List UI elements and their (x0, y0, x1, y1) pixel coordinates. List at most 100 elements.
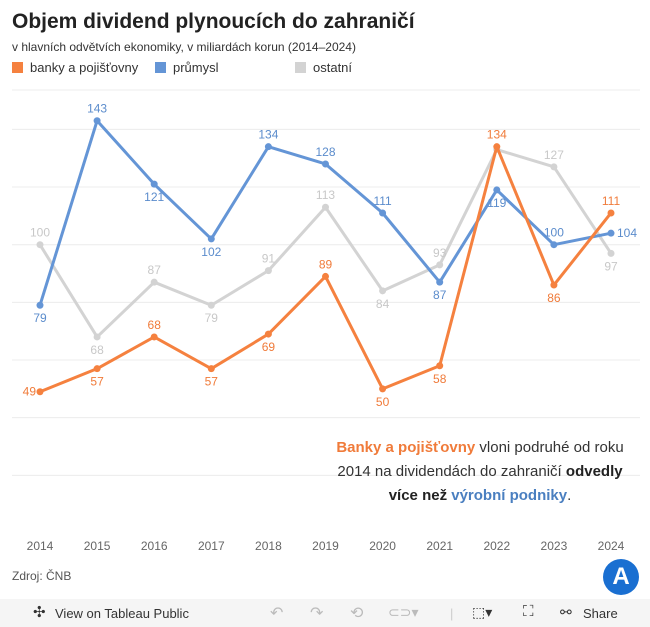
data-label: 134 (487, 128, 507, 142)
source: Zdroj: ČNB (12, 569, 72, 583)
tableau-icon: ✣ (33, 604, 46, 621)
data-label: 50 (376, 395, 390, 409)
brand-logo: A (603, 559, 639, 595)
data-point (264, 267, 272, 275)
data-label: 57 (205, 375, 219, 389)
data-label: 68 (148, 318, 162, 332)
line-chart: 2014 2015 2016 2017 2018 2019 2020 2021 2022 2023… (12, 89, 640, 553)
share-button[interactable]: Share (583, 606, 618, 621)
legend-item-prumysl[interactable]: průmysl (155, 60, 219, 75)
fullscreen-icon[interactable]: ⛶ (523, 603, 534, 620)
data-point (322, 160, 329, 168)
data-label: 121 (144, 190, 164, 204)
x-tick-label: 2016 (141, 539, 168, 553)
data-point (322, 272, 329, 280)
data-point (607, 209, 615, 217)
data-label: 113 (316, 188, 335, 202)
data-label: 119 (487, 196, 506, 210)
view-on-tableau-link[interactable]: View on Tableau Public (55, 606, 189, 621)
data-point (264, 143, 272, 151)
data-label: 128 (315, 145, 335, 159)
data-point (379, 209, 387, 217)
x-tick-label: 2018 (255, 539, 282, 553)
x-tick-label: 2017 (198, 539, 225, 553)
chart-title: Objem dividend plynoucích do zahraničí (12, 10, 415, 33)
data-label: 58 (433, 372, 447, 386)
data-point (436, 362, 444, 370)
data-label: 111 (602, 194, 621, 208)
data-point (207, 365, 215, 373)
data-label: 57 (90, 375, 104, 389)
legend-label: banky a pojišťovny (30, 60, 139, 75)
x-tick-label: 2019 (312, 539, 339, 553)
data-point (93, 333, 101, 341)
data-point (36, 301, 44, 309)
data-point (93, 365, 101, 373)
data-point (264, 330, 272, 338)
data-point (93, 117, 101, 125)
data-point (322, 203, 329, 211)
data-point (550, 241, 558, 249)
redo-icon[interactable]: ↷ (310, 605, 324, 622)
data-label: 68 (90, 343, 104, 357)
data-point (150, 278, 158, 286)
data-point (436, 278, 444, 286)
data-label: 89 (319, 257, 333, 271)
refresh-icon[interactable]: ⊂⊃▾ (388, 604, 419, 620)
legend-label: průmysl (173, 60, 219, 75)
revert-icon[interactable]: ⟲ (350, 605, 364, 622)
annotation: Banky a pojišťovny vloni podruhé od roku… (336, 439, 624, 504)
data-point (493, 186, 501, 194)
data-point (550, 163, 558, 171)
legend-item-ostatni[interactable]: ostatní (295, 60, 352, 75)
x-tick-label: 2023 (541, 539, 568, 553)
data-label: 100 (544, 226, 564, 240)
data-point (550, 281, 558, 289)
data-label: 127 (544, 148, 564, 162)
data-label: 97 (604, 259, 618, 273)
data-label: 69 (262, 340, 276, 354)
divider: | (450, 606, 454, 621)
data-label: 100 (30, 226, 50, 240)
data-label: 111 (373, 194, 392, 208)
series-line (38, 148, 613, 339)
data-label: 87 (433, 288, 447, 302)
x-tick-label: 2024 (598, 539, 625, 553)
data-label: 79 (33, 311, 47, 325)
data-point (607, 249, 615, 257)
x-tick-label: 2020 (369, 539, 396, 553)
legend-label: ostatní (313, 60, 353, 75)
data-point (36, 388, 44, 396)
data-point (607, 229, 615, 237)
data-point (150, 180, 158, 188)
data-point (150, 333, 158, 341)
data-point (207, 301, 215, 309)
x-tick-label: 2022 (483, 539, 510, 553)
data-point (379, 287, 387, 295)
x-tick-label: 2015 (84, 539, 111, 553)
data-label: 91 (262, 252, 276, 266)
data-point (436, 261, 444, 269)
data-point (379, 385, 387, 393)
data-label: 93 (433, 246, 447, 260)
data-label: 87 (148, 263, 162, 277)
x-tick-label: 2021 (426, 539, 453, 553)
data-label: 102 (201, 245, 221, 259)
share-icon[interactable]: ⚯ (560, 604, 572, 620)
undo-icon[interactable]: ↶ (270, 605, 284, 622)
data-label: 49 (23, 385, 37, 399)
data-label: 86 (547, 291, 561, 305)
data-label: 84 (376, 297, 390, 311)
data-point (207, 235, 215, 243)
legend-item-banky[interactable]: banky a pojišťovny (12, 60, 138, 75)
data-label: 79 (205, 311, 219, 325)
data-point (493, 143, 501, 151)
chart-subtitle: v hlavních odvětvích ekonomiky, v miliar… (12, 40, 356, 54)
x-tick-label: 2014 (27, 539, 54, 553)
download-icon[interactable]: ⬚▾ (472, 604, 493, 620)
data-label: 143 (87, 102, 107, 116)
tableau-toolbar: ✣ View on Tableau Public ↶ ↷ ⟲ ⊂⊃▾ | ⬚▾ … (0, 599, 650, 627)
data-label: 104 (617, 226, 637, 240)
data-point (36, 241, 44, 249)
data-label: 134 (258, 128, 278, 142)
